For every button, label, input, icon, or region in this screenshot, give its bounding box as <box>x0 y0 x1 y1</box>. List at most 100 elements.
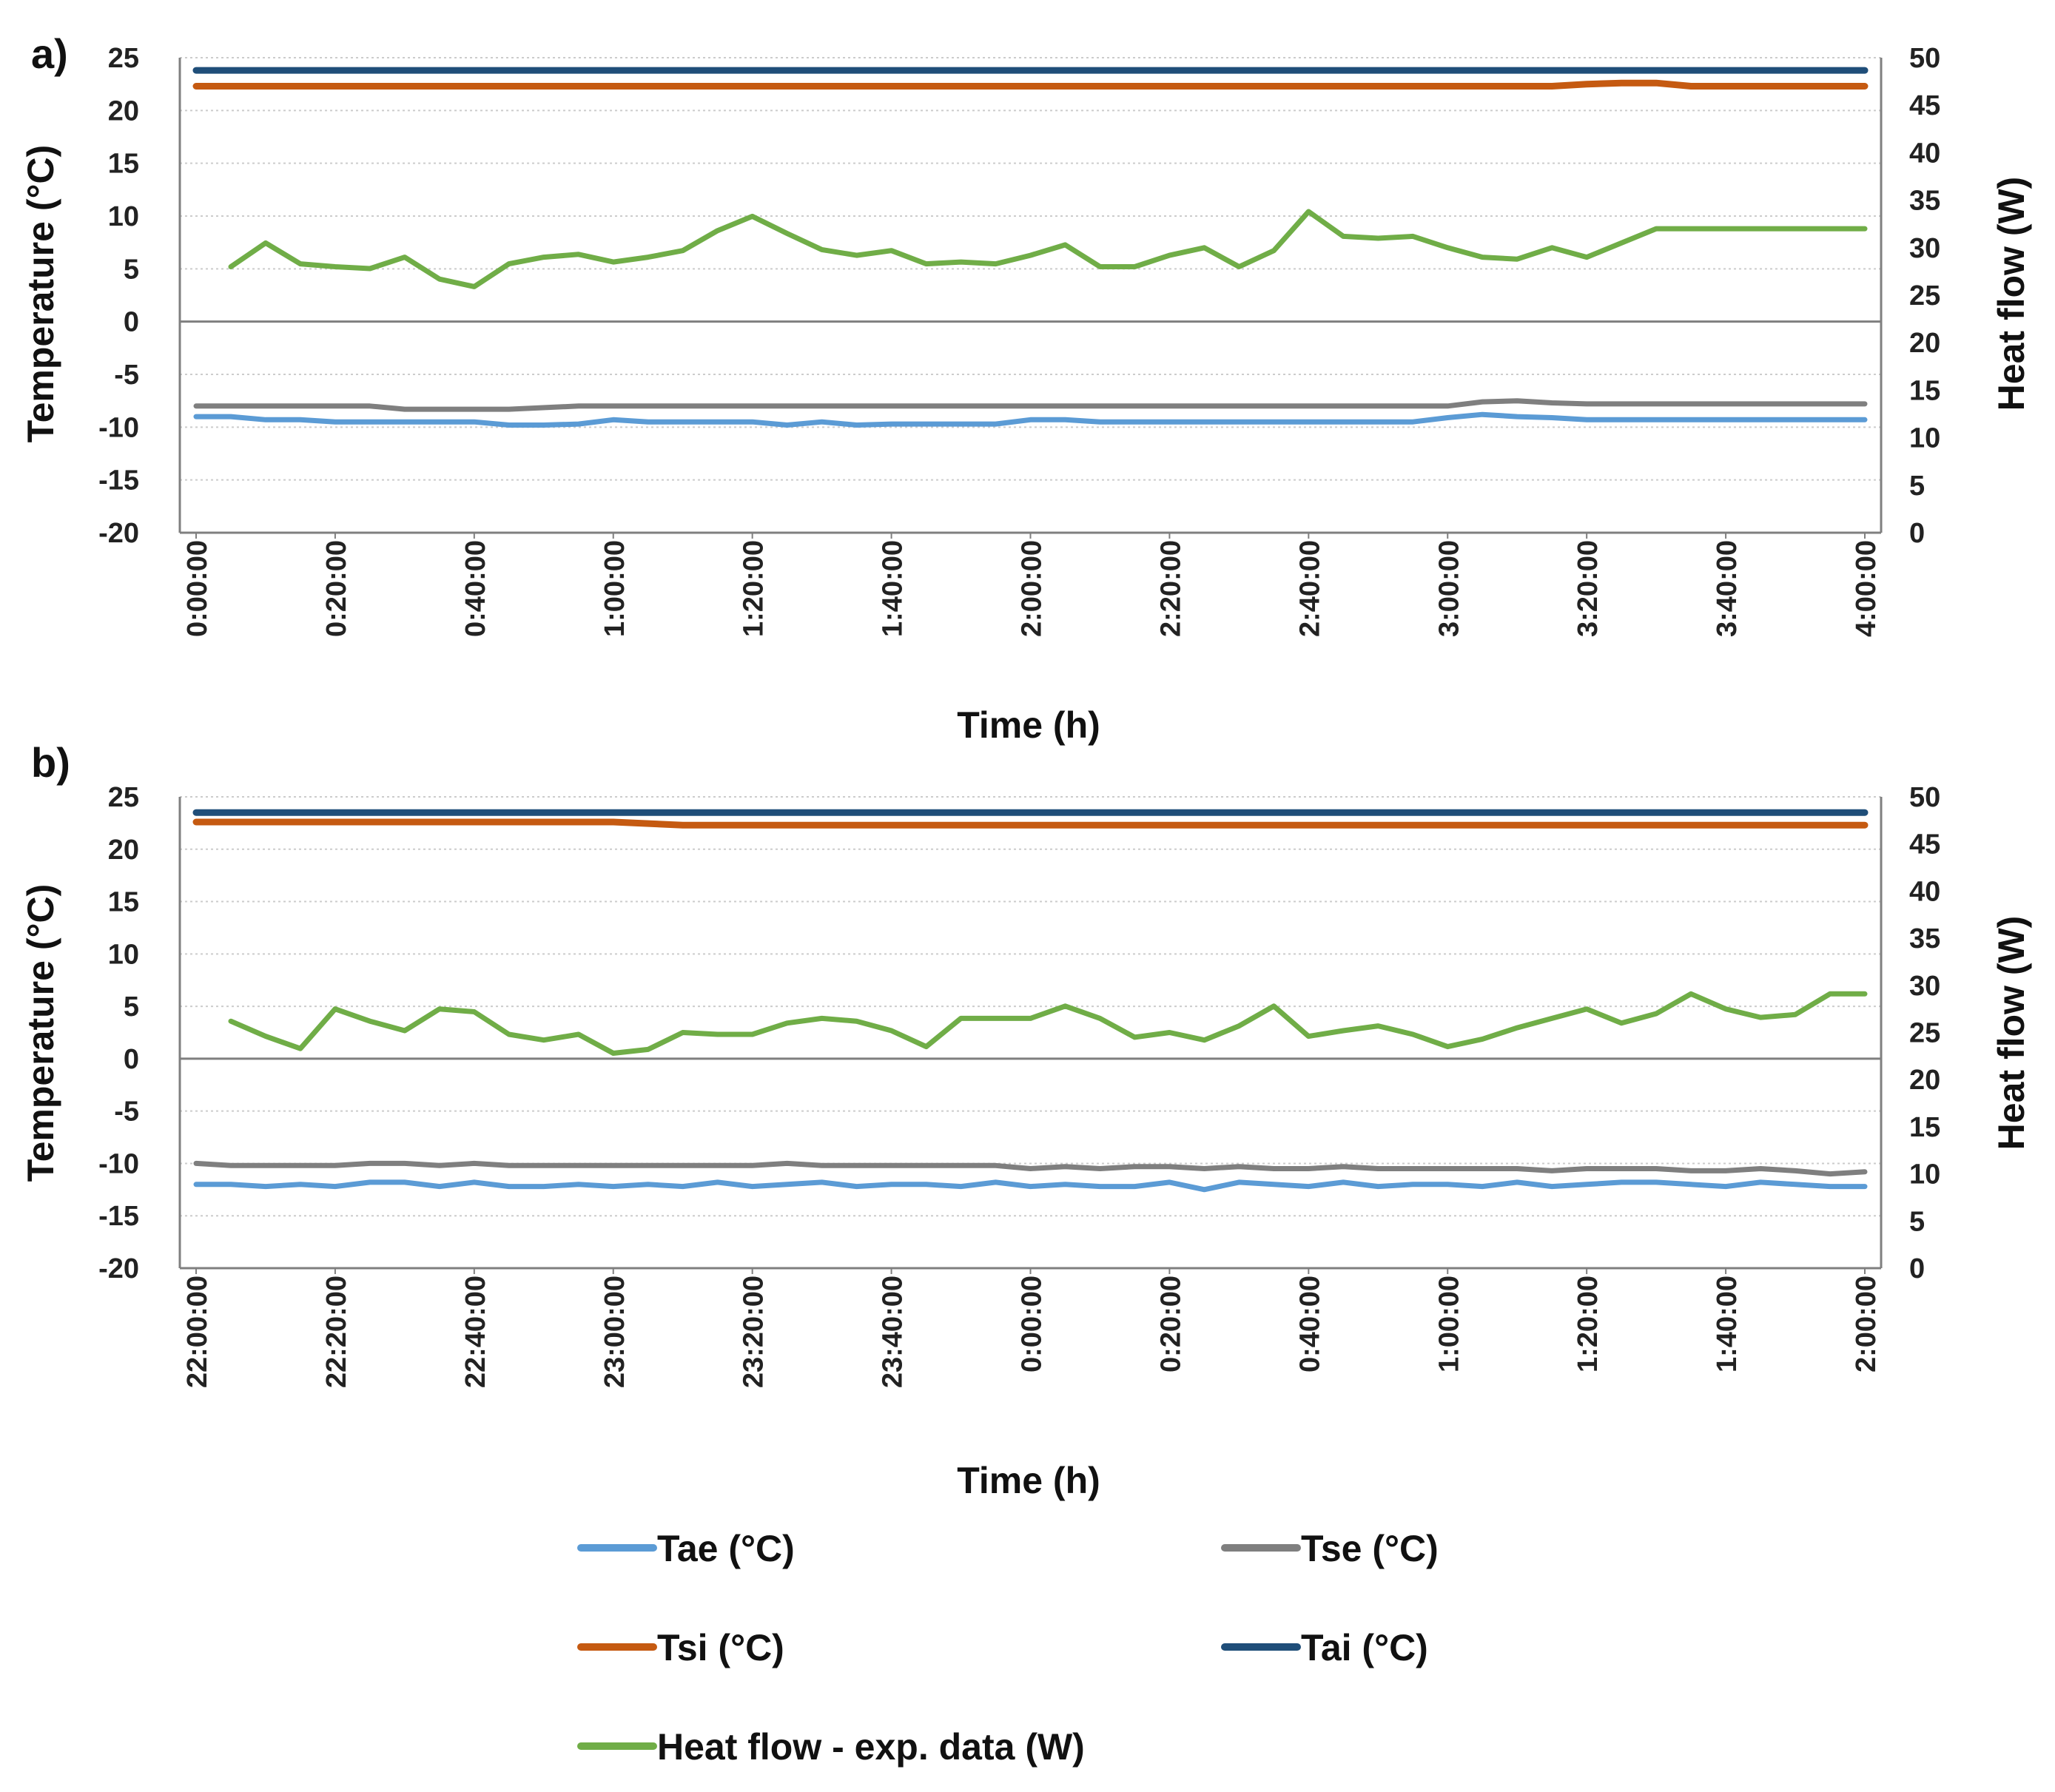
x-tick-label: 0:20:00 <box>1155 1276 1186 1372</box>
panel-label: a) <box>31 30 68 77</box>
chart-panel-a: a) 2520151050-5-10-15-205045403530252015… <box>20 30 2032 746</box>
x-tick-label: 0:00:00 <box>1017 1276 1048 1372</box>
series-line-tsi <box>192 79 1869 90</box>
x-tick-label: 23:20:00 <box>739 1276 770 1388</box>
y2-tick-label: 50 <box>1909 782 1940 813</box>
y-tick-label: -20 <box>98 518 139 549</box>
y-tick-label: 20 <box>108 95 139 127</box>
gridlines <box>180 57 1881 533</box>
legend-label-tsi: Tsi (°C) <box>657 1627 784 1668</box>
y2-tick-label: 30 <box>1909 971 1940 1002</box>
y-tick-label: 25 <box>108 782 139 813</box>
series-line-tse <box>193 1160 1868 1177</box>
x-tick-label: 22:00:00 <box>182 1276 213 1388</box>
y-tick-label: 15 <box>108 149 139 180</box>
y2-tick-label: 40 <box>1909 876 1940 907</box>
x-tick-label: 4:00:00 <box>1851 540 1882 637</box>
y2-tick-label: 25 <box>1909 1018 1940 1049</box>
y-tick-label: 15 <box>108 887 139 918</box>
y2-tick-label: 20 <box>1909 1065 1940 1096</box>
y-tick-label: 25 <box>108 43 139 74</box>
legend-label-tae: Tae (°C) <box>657 1528 795 1569</box>
y-tick-label: 20 <box>108 835 139 866</box>
y-tick-label: 10 <box>108 201 139 232</box>
y2-tick-label: 0 <box>1909 518 1925 549</box>
y2-tick-label: 40 <box>1909 138 1940 169</box>
y-axis-title: Temperature (°C) <box>20 145 61 442</box>
y-tick-label: 10 <box>108 939 139 970</box>
y-tick-label: 0 <box>124 307 139 338</box>
legend-item-tae: Tae (°C) <box>577 1528 795 1569</box>
x-tick-label: 3:00:00 <box>1433 540 1464 637</box>
series-line-tsi <box>192 818 1869 829</box>
y2-tick-label: 35 <box>1909 186 1940 217</box>
y2-axis-title: Heat flow (W) <box>1991 177 2032 411</box>
legend: Tae (°C) Tse (°C) Tsi (°C) Tai (°C) Heat… <box>577 1528 1439 1768</box>
x-tick-label: 22:40:00 <box>460 1276 491 1388</box>
series-line-tse <box>193 398 1868 412</box>
legend-item-tai: Tai (°C) <box>1221 1627 1428 1668</box>
y-tick-label: -10 <box>98 412 139 443</box>
x-tick-label: 1:00:00 <box>1433 1276 1464 1372</box>
legend-label-heat-flow: Heat flow - exp. data (W) <box>657 1726 1085 1768</box>
legend-item-heat-flow: Heat flow - exp. data (W) <box>577 1726 1085 1768</box>
y-tick-label: -10 <box>98 1148 139 1179</box>
y-axis-title: Temperature (°C) <box>20 884 61 1182</box>
series-line-tae <box>193 1179 1868 1193</box>
axes: 2520151050-5-10-15-205045403530252015105… <box>98 43 1940 637</box>
axes: 2520151050-5-10-15-205045403530252015105… <box>98 782 1940 1388</box>
x-axis-title: Time (h) <box>957 704 1100 746</box>
y-tick-label: -15 <box>98 1201 139 1232</box>
x-tick-label: 1:00:00 <box>599 540 630 637</box>
series-line-tae <box>193 411 1868 428</box>
x-tick-label: 2:20:00 <box>1155 540 1186 637</box>
y2-tick-label: 10 <box>1909 1159 1940 1190</box>
x-tick-label: 3:20:00 <box>1573 540 1604 637</box>
y2-tick-label: 15 <box>1909 1112 1940 1143</box>
x-axis-title: Time (h) <box>957 1460 1100 1501</box>
x-tick-label: 1:20:00 <box>1573 1276 1604 1372</box>
y2-tick-label: 5 <box>1909 1206 1925 1237</box>
y2-tick-label: 45 <box>1909 829 1940 860</box>
series-line-heatflow <box>228 209 1868 289</box>
y2-tick-label: 35 <box>1909 923 1940 954</box>
series-layer <box>192 67 1869 428</box>
x-tick-label: 23:40:00 <box>878 1276 909 1388</box>
chart-panel-b: b) 2520151050-5-10-15-205045403530252015… <box>20 739 2032 1501</box>
y2-tick-label: 25 <box>1909 280 1940 311</box>
x-tick-label: 1:40:00 <box>1712 1276 1743 1372</box>
x-tick-label: 2:00:00 <box>1851 1276 1882 1372</box>
y2-tick-label: 15 <box>1909 375 1940 406</box>
x-tick-label: 0:40:00 <box>460 540 491 637</box>
y-tick-label: -20 <box>98 1253 139 1284</box>
y-tick-label: 5 <box>124 991 139 1023</box>
y-tick-label: 5 <box>124 254 139 285</box>
x-tick-label: 1:20:00 <box>739 540 770 637</box>
legend-item-tse: Tse (°C) <box>1221 1528 1439 1569</box>
legend-label-tse: Tse (°C) <box>1301 1528 1439 1569</box>
y2-axis-title: Heat flow (W) <box>1991 916 2032 1151</box>
x-tick-label: 2:00:00 <box>1017 540 1048 637</box>
legend-label-tai: Tai (°C) <box>1301 1627 1428 1668</box>
y-tick-label: -5 <box>114 360 139 391</box>
series-layer <box>192 809 1869 1193</box>
y-tick-label: -15 <box>98 465 139 496</box>
y2-tick-label: 50 <box>1909 43 1940 74</box>
legend-item-tsi: Tsi (°C) <box>577 1627 784 1668</box>
y-tick-label: -5 <box>114 1097 139 1128</box>
x-tick-label: 0:20:00 <box>321 540 352 637</box>
x-tick-label: 1:40:00 <box>878 540 909 637</box>
y2-tick-label: 20 <box>1909 328 1940 359</box>
y-tick-label: 0 <box>124 1044 139 1075</box>
y2-tick-label: 30 <box>1909 233 1940 264</box>
y2-tick-label: 0 <box>1909 1253 1925 1284</box>
x-tick-label: 0:40:00 <box>1294 1276 1325 1372</box>
y2-tick-label: 10 <box>1909 423 1940 454</box>
x-tick-label: 3:40:00 <box>1712 540 1743 637</box>
panel-label: b) <box>31 739 70 786</box>
y2-tick-label: 5 <box>1909 471 1925 502</box>
x-tick-label: 23:00:00 <box>599 1276 630 1388</box>
x-tick-label: 2:40:00 <box>1294 540 1325 637</box>
x-tick-label: 0:00:00 <box>182 540 213 637</box>
